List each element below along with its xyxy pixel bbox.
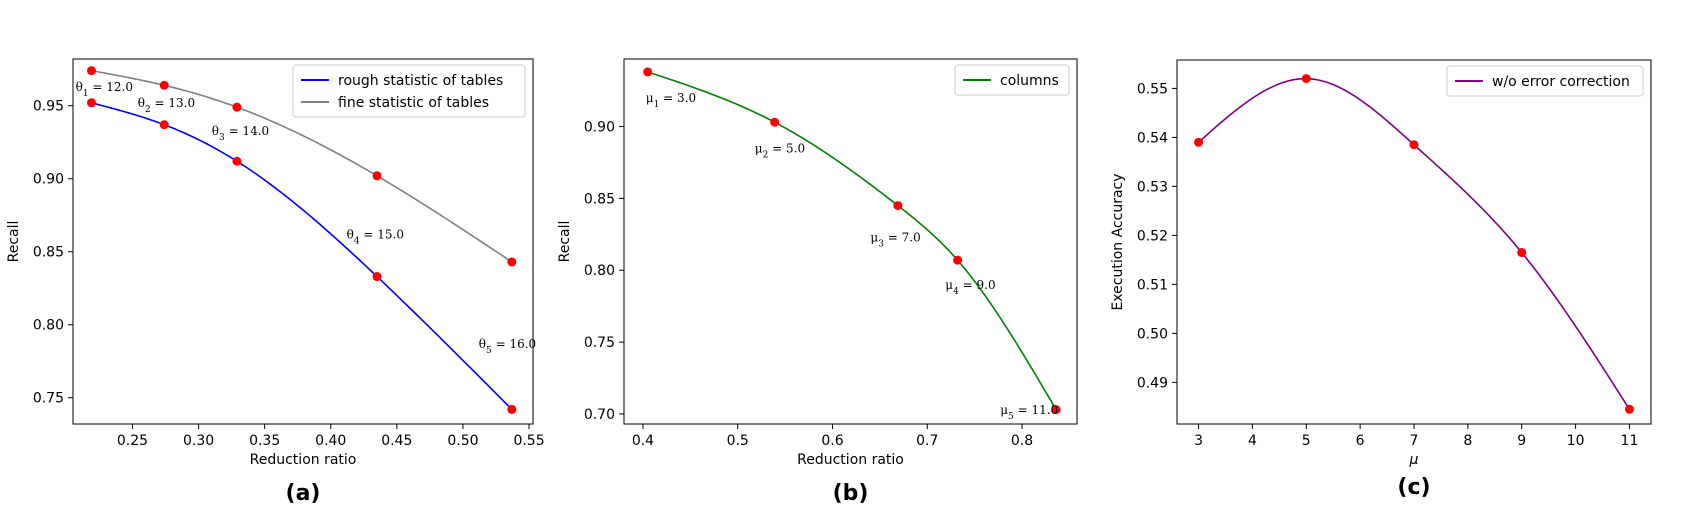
y-tick-label: 0.90 [33, 172, 64, 188]
plot-frame [72, 58, 534, 425]
data-point [893, 201, 903, 211]
plot-frame [623, 58, 1078, 425]
y-tick-label: 0.75 [584, 335, 615, 351]
legend: w/o error correction [1446, 65, 1644, 97]
y-axis-label: Execution Accuracy [1110, 173, 1126, 310]
x-tick-label: 0.45 [381, 433, 412, 449]
x-tick-label: 11 [1621, 433, 1639, 449]
y-tick-label: 0.52 [1137, 228, 1168, 244]
legend-label: columns [1000, 73, 1059, 89]
x-tick-label: 0.35 [249, 433, 280, 449]
x-tick-label: 10 [1567, 433, 1585, 449]
panel-label: (c) [1397, 475, 1430, 500]
x-tick-label: 7 [1410, 433, 1419, 449]
point-annotation: μ2 = 5.0 [755, 141, 805, 160]
x-axis-label: μ [1409, 452, 1419, 468]
y-tick-label: 0.95 [33, 99, 64, 115]
legend-box [1446, 65, 1644, 97]
point-annotation: μ3 = 7.0 [870, 231, 920, 250]
y-axis-label: Recall [6, 221, 22, 263]
panel-label: (b) [833, 481, 869, 506]
legend-label: rough statistic of tables [338, 73, 503, 89]
data-point [1051, 405, 1061, 415]
x-tick-label: 3 [1194, 433, 1203, 449]
data-point [372, 272, 382, 282]
x-tick-label: 0.8 [1011, 433, 1033, 449]
y-tick-label: 0.80 [33, 318, 64, 334]
data-point [87, 98, 97, 108]
x-tick-label: 0.4 [632, 433, 654, 449]
y-tick-label: 0.85 [33, 245, 64, 261]
data-point [953, 255, 963, 265]
data-point [1301, 74, 1311, 84]
point-annotation: μ1 = 3.0 [646, 91, 696, 110]
data-point [507, 404, 517, 414]
x-tick-label: 6 [1356, 433, 1365, 449]
y-tick-label: 0.51 [1137, 277, 1168, 293]
y-tick-label: 0.80 [584, 263, 615, 279]
x-tick-label: 9 [1517, 433, 1526, 449]
x-tick-label: 0.40 [315, 433, 346, 449]
chart-panel-3: 3 4 5 6 7 8 9 10 11 0.49 0.50 0.51 0.52 0.53 0.54 0.55 μ… [1110, 59, 1652, 500]
x-axis-label: Reduction ratio [797, 452, 904, 468]
y-tick-label: 0.70 [584, 407, 615, 423]
legend-box [954, 64, 1070, 96]
chart-panel-1: θ1 = 12.0 θ2 = 13.0 θ3 = 14.0 θ4 = 15.0 θ5 =… [6, 58, 545, 506]
legend: columns [954, 64, 1070, 96]
data-point [372, 171, 382, 181]
x-tick-label: 0.50 [447, 433, 478, 449]
y-tick-label: 0.75 [33, 391, 64, 407]
data-point [1194, 137, 1204, 147]
y-tick-label: 0.54 [1137, 130, 1168, 146]
point-annotation: μ4 = 9.0 [945, 278, 995, 297]
point-annotation: μ5 = 11.0 [1000, 403, 1058, 422]
y-axis-label: Recall [557, 221, 573, 263]
data-point [1517, 248, 1527, 258]
x-tick-label: 0.7 [916, 433, 938, 449]
point-annotation: θ5 = 16.0 [479, 337, 536, 356]
x-tick-label: 0.30 [183, 433, 214, 449]
y-tick-label: 0.85 [584, 191, 615, 207]
point-annotation: θ3 = 14.0 [212, 124, 269, 143]
y-tick-label: 0.53 [1137, 179, 1168, 195]
x-tick-label: 4 [1248, 433, 1257, 449]
point-annotation: θ2 = 13.0 [138, 96, 195, 115]
point-annotation: θ4 = 15.0 [347, 228, 404, 247]
y-tick-label: 0.55 [1137, 81, 1168, 97]
data-point [232, 156, 242, 166]
data-point [159, 120, 169, 130]
data-point [643, 67, 653, 77]
chart-panel-2: μ1 = 3.0 μ2 = 5.0 μ3 = 7.0 μ4 = 9.0 μ5 = 11.… [557, 58, 1078, 506]
x-axis-label: Reduction ratio [250, 452, 357, 468]
panel-label: (a) [286, 481, 321, 506]
y-tick-label: 0.90 [584, 120, 615, 136]
legend-box [292, 64, 526, 118]
data-point [770, 117, 780, 127]
data-point [87, 66, 97, 76]
data-point [232, 102, 242, 112]
y-tick-label: 0.50 [1137, 326, 1168, 342]
data-point [1624, 404, 1634, 414]
legend-label: w/o error correction [1492, 74, 1630, 90]
y-tick-label: 0.49 [1137, 375, 1168, 391]
x-tick-label: 0.6 [821, 433, 843, 449]
x-tick-label: 0.55 [513, 433, 544, 449]
data-point [159, 80, 169, 90]
legend: rough statistic of tables fine statistic … [292, 64, 526, 118]
x-tick-label: 0.5 [727, 433, 749, 449]
x-tick-label: 0.25 [117, 433, 148, 449]
data-point [1409, 140, 1419, 150]
x-tick-label: 8 [1463, 433, 1472, 449]
legend-label: fine statistic of tables [338, 95, 489, 111]
data-point [507, 257, 517, 267]
x-tick-label: 5 [1302, 433, 1311, 449]
point-annotation: θ1 = 12.0 [76, 80, 133, 99]
